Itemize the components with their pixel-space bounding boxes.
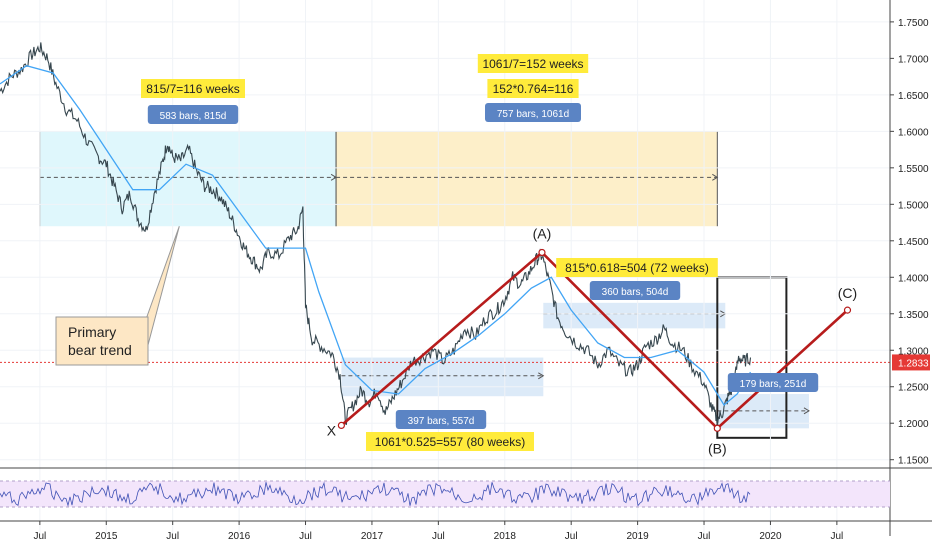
wave-label-2: (B) (708, 440, 727, 456)
ratio-box-1-1 (487, 79, 579, 98)
range-arrow-2 (538, 372, 545, 380)
range-stat-box-4 (727, 373, 819, 392)
price-tick-label: 1.2000 (898, 419, 929, 430)
price-tick-label: 1.6000 (898, 127, 929, 138)
time-tick-label: Jul (830, 531, 843, 542)
range-boxes (39, 131, 810, 439)
range-stat-label-4: 179 bars, 251d (740, 379, 807, 390)
oscillator-band (0, 481, 890, 507)
chart-labels: 583 bars, 815d 815/7=116 weeks 757 bars, 1… (55, 54, 819, 451)
price-tick-label: 1.4000 (898, 273, 929, 284)
time-tick-label: Jul (299, 531, 312, 542)
price-tick-label: 1.1500 (898, 456, 929, 467)
callout-line-1: Primary (68, 324, 116, 340)
range-stat-label-3: 360 bars, 504d (602, 287, 669, 298)
price-tick-label: 1.3500 (898, 310, 929, 321)
time-tick-label: Jul (166, 531, 179, 542)
range-box-1 (336, 131, 718, 227)
oscillator-panel (0, 467, 932, 508)
last-price-label: 1.2833 (898, 358, 929, 369)
time-tick-label: Jul (33, 531, 46, 542)
ratio-box-1-0 (477, 54, 589, 73)
wave-label-3: (C) (838, 285, 857, 301)
price-tick-label: 1.7000 (898, 54, 929, 65)
price-tick-label: 1.5000 (898, 200, 929, 211)
time-tick-label: Jul (698, 531, 711, 542)
price-tick-label: 1.6500 (898, 91, 929, 102)
ratio-label-0-0: 815/7=116 weeks (146, 82, 240, 96)
time-tick-label: 2015 (95, 531, 118, 542)
oscillator-line (0, 481, 751, 507)
price-line (0, 42, 752, 426)
range-box-3 (543, 302, 726, 329)
callout-box (55, 316, 149, 366)
range-stat-label-0: 583 bars, 815d (160, 111, 227, 122)
wave-point-1 (538, 248, 546, 257)
time-tick-label: 2018 (494, 531, 517, 542)
time-tick-label: 2017 (361, 531, 384, 542)
range-stat-box-3 (589, 281, 681, 300)
range-stat-label-1: 757 bars, 1061d (497, 109, 569, 120)
time-tick-label: 2019 (626, 531, 649, 542)
grid (0, 0, 890, 535)
time-tick-label: Jul (565, 531, 578, 542)
time-tick-label: 2020 (759, 531, 782, 542)
ratio-label-1-1: 152*0.764=116 (493, 82, 574, 96)
callout-line-2: bear trend (68, 342, 132, 358)
range-stat-box-0 (147, 105, 239, 124)
ratio-label-1-0: 1061/7=152 weeks (482, 57, 583, 71)
price-tick-label: 1.7500 (898, 18, 929, 29)
range-stat-label-2: 397 bars, 557d (408, 416, 475, 427)
price-tick-label: 1.4500 (898, 237, 929, 248)
wave-point-3 (843, 306, 852, 314)
wave-point-2 (713, 424, 721, 432)
ratio-label-2-0: 1061*0.525=557 (80 weeks) (375, 435, 525, 449)
range-arrow-4 (803, 407, 810, 415)
wave-label-0: X (327, 422, 337, 438)
price-tick-label: 1.2500 (898, 383, 929, 394)
time-tick-label: Jul (432, 531, 445, 542)
ratio-box-0-0 (141, 79, 245, 98)
price-tick-label: 1.3000 (898, 346, 929, 357)
elliott-wave: X (A) (B) (C) (327, 225, 857, 456)
ratio-box-3-0 (556, 258, 718, 277)
wave-point-0 (337, 421, 345, 430)
last-price-badge (892, 354, 930, 371)
ratio-box-2-0 (366, 432, 534, 451)
range-box-2 (341, 357, 544, 397)
wave-path (340, 250, 849, 431)
wave-label-1: (A) (533, 225, 552, 241)
range-stat-box-1 (485, 103, 581, 122)
price-tick-label: 1.5500 (898, 164, 929, 175)
range-stat-box-2 (395, 410, 487, 429)
time-tick-label: 2016 (228, 531, 251, 542)
ratio-label-3-0: 815*0.618=504 (72 weeks) (565, 261, 709, 275)
